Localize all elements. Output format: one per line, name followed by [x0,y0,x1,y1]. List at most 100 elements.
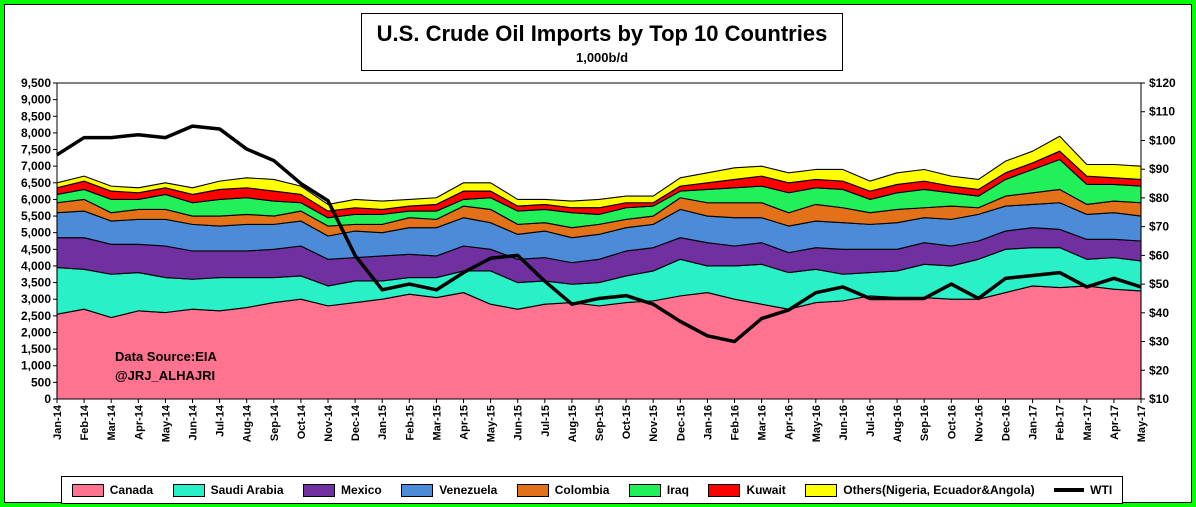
legend-swatch [708,483,741,497]
y-right-tick-label: $110 [1149,105,1175,119]
y-left-tick-label: 3,000 [21,292,51,306]
x-tick-label: Apr-14 [133,404,145,440]
legend-item-others: Others(Nigeria, Ecuador&Angola) [805,483,1035,497]
legend-item-saudi-arabia: Saudi Arabia [172,483,284,497]
x-tick-label: Jun-16 [838,405,850,440]
author-line: @JRJ_ALHAJRI [115,368,216,383]
legend-label: Iraq [666,483,689,497]
x-tick-label: Jan-15 [377,405,389,440]
legend-swatch [71,483,104,497]
y-left-tick-label: 5,000 [21,226,51,240]
x-tick-label: Apr-17 [1109,405,1121,440]
x-tick-label: Jan-17 [1028,405,1040,440]
y-right-tick-label: $100 [1149,133,1176,147]
x-tick-label: May-14 [160,404,172,442]
legend-item-mexico: Mexico [303,483,382,497]
y-left-tick-label: 7,500 [21,143,51,157]
legend-swatch [172,483,205,497]
legend-swatch [805,483,838,497]
y-left-tick-label: 1,500 [21,342,51,356]
y-left-tick-label: 8,000 [21,126,51,140]
x-tick-label: Jan-14 [52,404,64,440]
x-tick-label: Oct-16 [946,405,958,439]
legend-line-swatch [1054,488,1085,492]
x-tick-label: Nov-14 [323,404,335,442]
legend-item-wti: WTI [1054,483,1112,497]
chart-svg: 0 500 1,000 1,500 2,000 2,500 3,000 3,500 4,000 4… [21,76,1176,442]
x-tick-label: May-17 [1136,405,1148,442]
y-left-tick-label: 0 [44,392,51,406]
legend-swatch [401,483,434,497]
x-tick-label: Feb-14 [79,404,91,440]
y-left-tick-label: 500 [31,375,51,389]
legend-item-kuwait: Kuwait [708,483,786,497]
legend-label: WTI [1090,483,1113,497]
legend-label: Venezuela [439,483,498,497]
y-right-tick-label: $90 [1149,162,1169,176]
x-tick-label: Feb-16 [730,405,742,440]
x-tick-label: Feb-15 [404,405,416,440]
y-right-tick-label: $60 [1149,248,1169,262]
x-tick-label: Feb-17 [1055,405,1067,440]
y-left-tick-label: 5,500 [21,209,51,223]
y-left-tick-label: 9,500 [21,76,51,90]
x-tick-label: Dec-15 [675,405,687,441]
legend-label: Colombia [554,483,610,497]
y-right-tick-label: $120 [1149,76,1176,90]
x-tick-label: May-16 [811,405,823,442]
y-right-tick-label: $80 [1149,191,1169,205]
legend-swatch [628,483,661,497]
y-left-tick-label: 2,000 [21,325,51,339]
source-line: Data Source:EIA [115,349,217,364]
x-tick-label: Oct-14 [296,404,308,439]
x-tick-label: Dec-14 [350,404,362,441]
legend-item-venezuela: Venezuela [401,483,497,497]
y-right-tick-label: $50 [1149,277,1169,291]
y-left-tick-label: 6,000 [21,192,51,206]
y-left-tick-label: 3,500 [21,276,51,290]
y-left-tick-label: 4,500 [21,242,51,256]
legend-label: Others(Nigeria, Ecuador&Angola) [843,483,1035,497]
x-tick-label: Mar-16 [757,405,769,440]
legend-swatch [516,483,549,497]
legend-swatch [303,483,336,497]
x-tick-label: Mar-15 [431,405,443,440]
legend-label: Kuwait [746,483,786,497]
y-left-tick-label: 2,500 [21,309,51,323]
x-tick-label: Apr-16 [784,405,796,440]
x-tick-label: Jun-14 [188,404,200,440]
y-right-tick-label: $40 [1149,306,1169,320]
legend-item-canada: Canada [71,483,153,497]
y-left-tick-label: 1,000 [21,359,51,373]
x-tick-label: Jan-16 [702,405,714,440]
x-tick-label: Sep-15 [594,405,606,441]
x-tick-label: Jun-15 [513,405,525,440]
y-right-tick-label: $30 [1149,335,1169,349]
chart-subtitle: 1,000b/d [575,50,629,65]
x-tick-label: Sep-16 [919,405,931,441]
data-source-annotation: Data Source:EIA @JRJ_ALHAJRI [115,347,217,385]
x-tick-label: Aug-16 [892,405,904,442]
x-tick-label: Jul-16 [865,405,877,437]
legend-item-colombia: Colombia [516,483,610,497]
chart-title: U.S. Crude Oil Imports by Top 10 Countri… [376,21,828,46]
x-tick-label: Aug-15 [567,405,579,442]
y-left-tick-label: 4,000 [21,259,51,273]
y-left-tick-label: 8,500 [21,109,51,123]
x-tick-label: Nov-16 [973,405,985,442]
x-tick-label: Jul-15 [540,405,552,437]
y-left-tick-label: 7,000 [21,159,51,173]
y-right-tick-label: $10 [1149,392,1169,406]
x-tick-label: Aug-14 [242,404,254,442]
legend: Canada Saudi Arabia Mexico Venezuela Col… [61,476,1123,504]
x-tick-label: Dec-16 [1001,405,1013,441]
x-tick-label: Nov-15 [648,405,660,442]
y-left-tick-label: 9,000 [21,93,51,107]
legend-label: Mexico [341,483,382,497]
x-tick-label: Sep-14 [269,404,281,441]
y-left-tick-label: 6,500 [21,176,51,190]
legend-item-iraq: Iraq [628,483,689,497]
x-tick-label: Apr-15 [459,405,471,440]
y-right-tick-label: $70 [1149,220,1169,234]
x-tick-label: May-15 [486,405,498,442]
